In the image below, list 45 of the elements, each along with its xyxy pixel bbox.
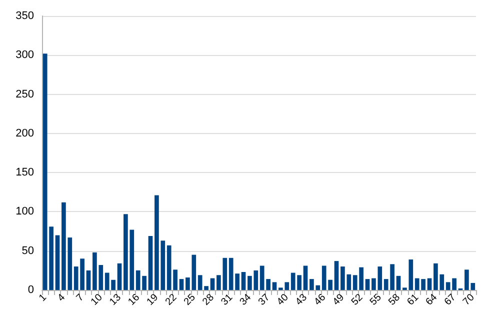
bar [210, 278, 215, 290]
y-tick-label: 100 [16, 206, 34, 218]
x-tick-label: 40 [275, 292, 292, 308]
x-tick-label: 28 [200, 292, 217, 308]
bar [241, 272, 246, 290]
bar [86, 270, 91, 290]
bar [179, 279, 184, 290]
x-tick-label: 4 [56, 292, 68, 304]
bar [148, 236, 153, 290]
y-tick-label: 200 [16, 127, 34, 140]
bar [365, 279, 370, 290]
x-tick-label: 10 [89, 292, 106, 308]
x-tick-label: 67 [442, 292, 459, 308]
y-tick-label: 50 [22, 244, 34, 257]
y-tick-label: 150 [16, 166, 34, 179]
y-tick-label: 350 [16, 10, 34, 22]
x-tick-label: 70 [461, 292, 478, 308]
x-tick-label: 37 [256, 292, 273, 308]
y-tick-label: 0 [28, 284, 34, 296]
x-tick-label: 43 [294, 292, 310, 308]
y-tick-label: 250 [16, 88, 34, 100]
x-tick-label: 19 [144, 292, 161, 308]
x-tick-label: 46 [312, 292, 328, 308]
bar [396, 276, 401, 290]
x-tick-label: 55 [368, 292, 384, 308]
x-tick-label: 22 [164, 292, 180, 308]
bar [334, 261, 339, 290]
x-tick-label: 31 [219, 292, 236, 308]
x-tick-label: 61 [405, 292, 422, 308]
x-tick-label: 52 [350, 292, 366, 308]
x-tick-label: 64 [424, 292, 440, 308]
bar [303, 266, 308, 290]
bar [55, 235, 60, 290]
x-tick-label: 34 [238, 292, 254, 308]
bar [272, 282, 277, 290]
x-tick-label: 25 [182, 292, 198, 308]
x-tick-label: 58 [386, 292, 403, 308]
y-tick-label: 300 [16, 49, 34, 62]
x-tick-label: 16 [126, 292, 142, 308]
x-tick-label: 49 [330, 292, 347, 308]
x-tick-label: 13 [108, 292, 124, 308]
bar [117, 263, 122, 290]
x-tick-label: 7 [74, 292, 86, 304]
bar [427, 278, 432, 290]
x-tick-label: 1 [37, 292, 50, 304]
